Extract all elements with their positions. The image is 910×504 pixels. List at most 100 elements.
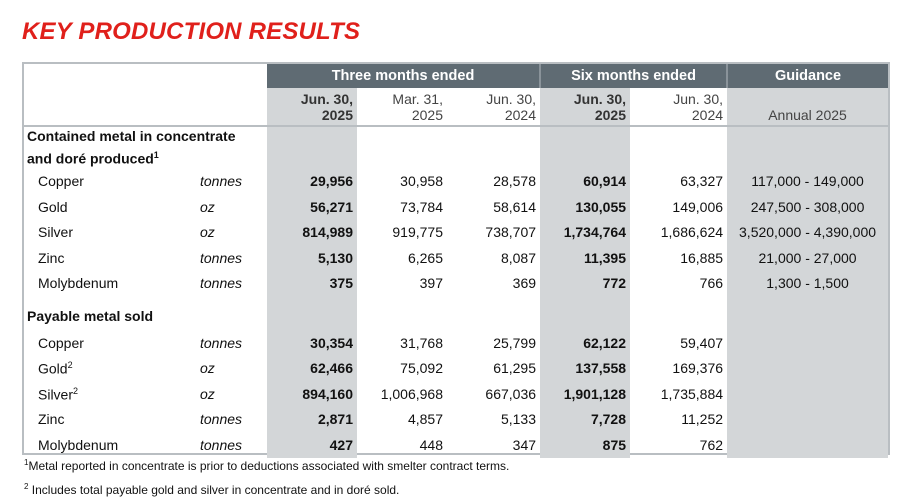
value-cell: 29,956 [267, 168, 357, 195]
value-cell [727, 355, 889, 382]
three-months-header: Three months ended [267, 64, 541, 88]
unit: oz [200, 385, 215, 402]
value-cell: 369 [512, 275, 537, 292]
value-cell: 28,578 [493, 173, 537, 190]
value-cell: 30,354 [267, 330, 357, 356]
empty-cell [727, 125, 889, 169]
value-cell: 31,768 [400, 334, 443, 351]
value-cell: 894,160 [267, 381, 357, 407]
period-header: Mar. 31, 2025 [357, 88, 447, 126]
value-cell: 3,520,000 - 4,390,000 [727, 219, 889, 246]
value-cell: 738,707 [485, 224, 537, 241]
value-cell [727, 381, 889, 407]
metal-name: Molybdenum [24, 271, 200, 297]
value-cell: 25,799 [493, 334, 537, 351]
value-cell: 130,055 [540, 194, 631, 220]
period-header: Annual 2025 [727, 88, 889, 126]
empty-cell [267, 296, 357, 331]
empty-cell [357, 125, 447, 169]
value-cell: 1,686,624 [660, 224, 724, 241]
section-title: Contained metal in concentrate and doré p… [24, 125, 267, 169]
metal-name: Copper [24, 169, 200, 195]
section-title-line2: and doré produced [27, 150, 154, 167]
value-cell: 875 [540, 432, 631, 458]
value-cell: 1,006,968 [380, 385, 443, 402]
value-cell: 56,271 [267, 194, 357, 220]
value-cell: 149,006 [672, 198, 724, 215]
empty-cell [267, 125, 357, 169]
footnote-ref: 1 [153, 150, 159, 160]
table-row: Gold oz 56,271 73,784 58,614 130,055 149,006 24… [24, 194, 889, 220]
production-table: Three months ended Six months ended Guid… [22, 62, 890, 458]
empty-cell [727, 296, 889, 331]
period-header: Jun. 30, 2024 [630, 88, 727, 126]
value-cell: 73,784 [400, 198, 443, 215]
table-row: Molybdenum tonnes 427 448 347 875 762 [24, 432, 889, 458]
metal-name: Silver2 [24, 381, 200, 407]
footnote-mark: 2 [24, 482, 29, 491]
period-header: Jun. 30, 2025 [540, 88, 631, 126]
footnote-text: Metal reported in concentrate is prior t… [28, 459, 510, 473]
section-title: Payable metal sold [24, 296, 267, 330]
value-cell: 448 [419, 436, 443, 453]
metal-label: Silver [38, 386, 74, 403]
value-cell: 16,885 [680, 249, 724, 266]
value-cell: 7,728 [540, 406, 631, 433]
footnote-ref: 2 [73, 385, 79, 396]
header-row: Three months ended Six months ended Guid… [24, 64, 889, 88]
period-header: Jun. 30, 2024 [447, 88, 540, 126]
period-header: Jun. 30, 2025 [267, 88, 357, 126]
unit: tonnes [200, 173, 243, 190]
value-cell: 30,958 [400, 173, 443, 190]
table-row: Silver2 oz 894,160 1,006,968 667,036 1,901,12… [24, 381, 889, 407]
metal-name: Copper [24, 330, 200, 356]
empty-cell [630, 296, 727, 330]
unit: oz [200, 360, 215, 377]
value-cell: 59,407 [680, 334, 724, 351]
value-cell: 6,265 [407, 249, 443, 266]
period-line1: Jun. 30, [673, 91, 724, 107]
value-cell: 5,130 [267, 245, 357, 271]
value-cell: 919,775 [392, 224, 443, 241]
metal-label: Molybdenum [38, 436, 119, 453]
unit: oz [200, 224, 215, 241]
value-cell: 11,395 [540, 245, 631, 271]
footnote-ref: 2 [67, 360, 73, 371]
value-cell: 667,036 [485, 385, 537, 402]
value-cell: 397 [419, 275, 443, 292]
metal-name: Gold2 [24, 356, 200, 382]
value-cell: 11,252 [681, 411, 724, 428]
unit: tonnes [200, 249, 243, 266]
value-cell: 2,871 [267, 406, 357, 433]
period-line2: 2025 [321, 107, 353, 123]
footnote-1: 1Metal reported in concentrate is prior … [24, 458, 509, 473]
section-title-line1: Payable metal sold [27, 308, 154, 325]
value-cell [727, 432, 889, 458]
metal-label: Gold [38, 198, 68, 215]
empty-cell [447, 125, 541, 169]
value-cell: 4,857 [407, 411, 443, 428]
unit: tonnes [200, 275, 243, 292]
value-cell: 60,914 [540, 168, 631, 195]
value-cell: 1,300 - 1,500 [727, 270, 889, 297]
metal-name: Zinc [24, 407, 200, 433]
value-cell: 766 [699, 275, 724, 292]
value-cell: 1,734,764 [540, 219, 631, 246]
value-cell: 762 [699, 436, 724, 453]
metal-label: Copper [38, 334, 84, 351]
page-title: KEY PRODUCTION RESULTS [22, 18, 361, 45]
section-heading-row: Payable metal sold [24, 296, 889, 331]
value-cell: 137,558 [540, 355, 631, 382]
period-line1: Jun. 30, [573, 91, 627, 107]
metal-label: Zinc [38, 249, 65, 266]
metal-label: Copper [38, 173, 84, 190]
footnote-2: 2 Includes total payable gold and silver… [24, 482, 399, 497]
value-cell: 62,122 [540, 330, 631, 356]
value-cell: 5,133 [500, 411, 537, 428]
value-cell: 58,614 [493, 198, 537, 215]
footnote-text: Includes total payable gold and silver i… [31, 483, 400, 497]
metal-label: Gold [38, 360, 68, 377]
metal-name: Zinc [24, 245, 200, 271]
metal-label: Molybdenum [38, 275, 119, 292]
value-cell: 117,000 - 149,000 [727, 168, 889, 195]
